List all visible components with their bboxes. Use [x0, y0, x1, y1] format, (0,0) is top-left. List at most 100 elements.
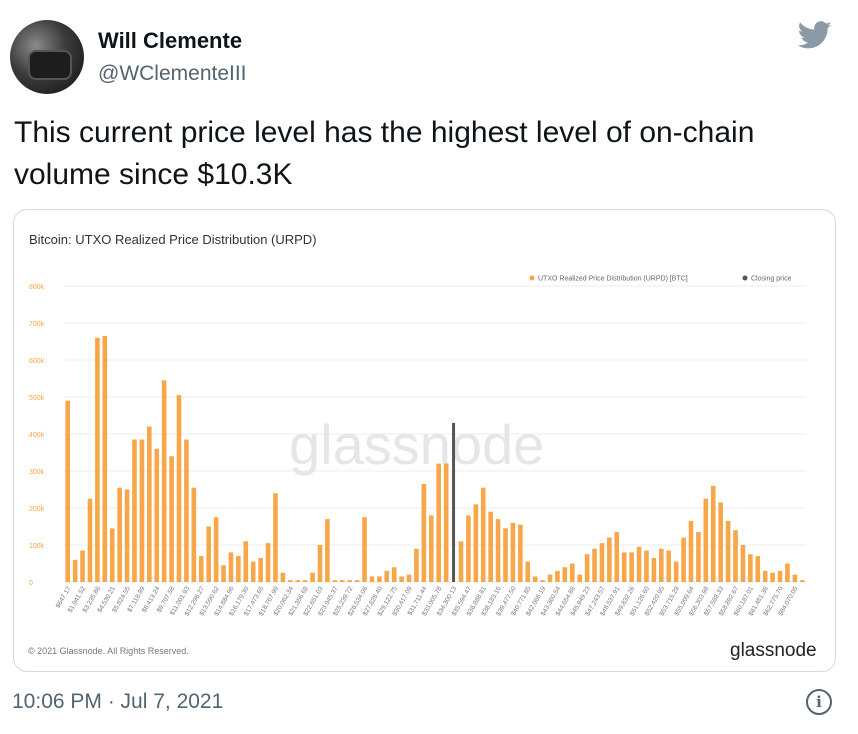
author-name[interactable]: Will Clemente: [98, 28, 243, 53]
y-tick-label: 500k: [29, 395, 45, 402]
urpd-bar: [250, 561, 256, 582]
urpd-bar: [102, 335, 108, 582]
urpd-bar: [191, 487, 197, 582]
urpd-bar: [777, 570, 783, 582]
urpd-bar: [213, 517, 219, 582]
avatar-image-shape: [28, 50, 72, 80]
urpd-bar: [718, 502, 723, 582]
urpd-bar: [317, 545, 323, 582]
urpd-bar: [80, 550, 85, 582]
legend-label-closing: Closing price: [751, 276, 792, 283]
tweet-timestamp[interactable]: 10:06 PM · Jul 7, 2021: [12, 690, 224, 713]
urpd-bar: [503, 528, 508, 582]
urpd-bar: [295, 580, 301, 582]
urpd-bar: [681, 537, 686, 582]
urpd-bar: [421, 483, 427, 582]
urpd-bar-chart: 0 100k 200k 300k 400k 500k 600k 700k 800k glassno…: [29, 275, 806, 617]
urpd-bar: [362, 517, 367, 582]
urpd-bar: [629, 552, 634, 582]
glassnode-logo: glassnode: [730, 640, 817, 661]
urpd-bar: [206, 526, 211, 582]
urpd-bar: [354, 580, 360, 582]
urpd-bar: [154, 448, 160, 582]
urpd-bar: [569, 563, 575, 582]
urpd-bar: [72, 559, 78, 582]
closing-price-marker: [452, 422, 456, 582]
urpd-bar: [176, 395, 182, 582]
urpd-bar: [339, 580, 345, 582]
y-tick-label: 100k: [29, 543, 45, 550]
chart-title: Bitcoin: UTXO Realized Price Distributio…: [29, 232, 317, 247]
urpd-bar: [124, 489, 130, 582]
y-tick-label: 200k: [29, 506, 45, 513]
urpd-bar: [391, 567, 397, 582]
urpd-bar: [310, 572, 315, 582]
urpd-bar: [636, 546, 642, 582]
urpd-bar: [688, 520, 694, 582]
urpd-bar: [332, 580, 338, 582]
urpd-bar: [236, 556, 241, 582]
urpd-bar: [540, 580, 545, 582]
urpd-bar: [725, 520, 731, 582]
urpd-bar: [644, 550, 649, 582]
urpd-bar: [740, 545, 746, 582]
urpd-bar: [495, 519, 501, 582]
urpd-bar: [599, 543, 605, 582]
urpd-bar: [369, 576, 375, 582]
urpd-bar: [607, 537, 612, 582]
urpd-bar: [436, 463, 442, 582]
urpd-bar: [621, 552, 627, 582]
urpd-bar: [510, 522, 516, 582]
urpd-bar: [748, 554, 753, 582]
urpd-bar: [584, 554, 590, 582]
urpd-bar: [703, 498, 709, 582]
urpd-bar: [258, 557, 263, 582]
urpd-bar: [428, 515, 434, 582]
urpd-bar: [109, 528, 115, 582]
urpd-bar: [280, 572, 286, 582]
urpd-bar: [117, 487, 122, 582]
y-tick-label: 700k: [29, 321, 45, 328]
urpd-bar: [562, 567, 568, 582]
urpd-bar: [87, 498, 93, 582]
urpd-bar: [770, 572, 775, 582]
urpd-bar: [518, 524, 523, 582]
y-tick-label: 300k: [29, 469, 45, 476]
legend-label-urpd: UTXO Realized Price Distribution (URPD) …: [538, 276, 688, 283]
urpd-bar: [785, 563, 790, 582]
urpd-bar: [65, 400, 71, 582]
urpd-bar: [414, 548, 419, 582]
urpd-bar: [762, 570, 768, 582]
y-tick-label: 800k: [29, 284, 45, 291]
urpd-bar: [243, 541, 249, 582]
urpd-bar: [95, 337, 100, 582]
twitter-bird-icon[interactable]: [795, 18, 835, 52]
urpd-bar: [792, 574, 798, 582]
urpd-bar: [139, 439, 145, 582]
y-tick-label: 600k: [29, 358, 45, 365]
y-tick-label: 400k: [29, 432, 45, 439]
urpd-bar: [555, 570, 560, 582]
urpd-bar: [755, 556, 761, 582]
urpd-bar: [273, 493, 278, 582]
author-avatar[interactable]: [10, 20, 84, 94]
urpd-bar: [221, 565, 226, 582]
watermark-text: glassnode: [289, 413, 544, 476]
urpd-bar: [288, 580, 293, 582]
author-handle[interactable]: @WClementeIII: [98, 62, 247, 85]
urpd-bar: [799, 580, 805, 582]
urpd-bar: [265, 543, 271, 582]
urpd-bar: [384, 570, 390, 582]
legend-marker-urpd: [529, 275, 535, 281]
urpd-bar: [488, 511, 493, 582]
urpd-bar: [184, 439, 189, 582]
urpd-bar: [198, 556, 204, 582]
urpd-bar: [169, 456, 174, 582]
urpd-bar: [325, 519, 330, 582]
info-icon[interactable]: i: [806, 689, 832, 715]
urpd-bar: [302, 580, 308, 582]
urpd-bar: [466, 515, 471, 582]
urpd-bar: [651, 557, 657, 582]
urpd-bar: [577, 574, 582, 582]
urpd-bar: [347, 580, 352, 582]
